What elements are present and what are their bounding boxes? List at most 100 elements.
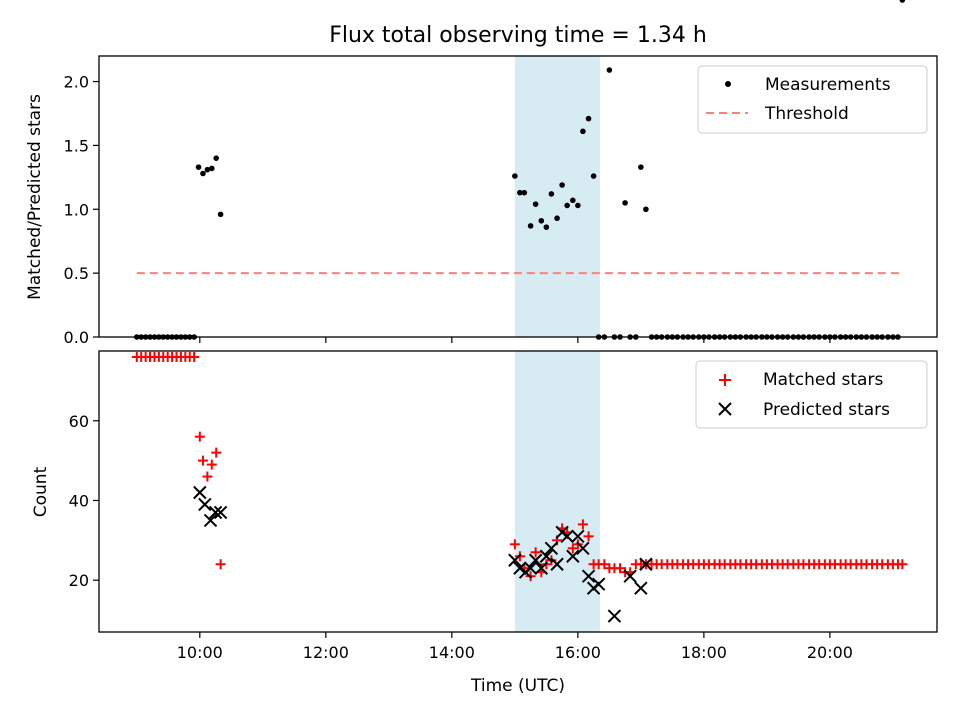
measurement-point: [543, 224, 550, 230]
predicted-star-point: [550, 557, 564, 571]
measurement-point: [559, 182, 565, 188]
legend-label-matched: Matched stars: [763, 370, 883, 390]
x-tick-label: 18:00: [681, 643, 727, 662]
x-tick-label: 12:00: [303, 643, 349, 662]
measurement-point: [590, 173, 597, 179]
top-plot-frame: [98, 55, 938, 338]
matched-star-point: [599, 559, 610, 570]
measurement-point: [585, 115, 592, 122]
predicted-star-point: [528, 553, 543, 567]
predicted-star-stroke: [193, 485, 207, 500]
top-legend-box: [697, 65, 928, 134]
measurement-point: [622, 200, 628, 206]
predicted-star-point: [591, 577, 606, 591]
predicted-star-point: [639, 557, 653, 571]
measurement-point: [204, 166, 211, 173]
bottom-x-ticks: 10:00 12:00 14:00 16:00 18:00 20:00: [177, 632, 853, 662]
predicted-star-point: [576, 541, 590, 556]
measurement-point: [517, 189, 523, 196]
matched-star-point: [202, 471, 213, 482]
predicted-star-stroke: [208, 505, 223, 520]
predicted-star-point: [623, 569, 637, 583]
x-tick-label: 20:00: [807, 643, 853, 662]
measurement-point: [200, 170, 206, 177]
predicted-star-stroke: [534, 561, 549, 575]
predicted-star-stroke: [607, 609, 622, 623]
predicted-star-point: [571, 529, 585, 544]
predicted-star-stroke: [550, 557, 564, 571]
predicted-star-point: [203, 513, 218, 528]
bottom-plot-marks: [131, 351, 908, 623]
measurement-point: [575, 202, 581, 209]
matched-star-point: [509, 539, 520, 550]
bottom-legend: Matched stars Predicted stars: [695, 360, 928, 429]
measurement-point: [580, 128, 586, 135]
matched-star-point: [194, 431, 205, 442]
measurement-point: [564, 202, 570, 209]
predicted-star-point: [193, 485, 207, 500]
chart-title: Flux total observing time = 1.34 h: [329, 23, 707, 48]
predicted-star-point: [560, 529, 574, 544]
legend-label-predicted: Predicted stars: [763, 400, 890, 420]
predicted-star-stroke: [198, 497, 212, 512]
matched-star-point: [530, 547, 541, 558]
measurement-point: [208, 165, 215, 172]
predicted-star-stroke: [623, 569, 637, 583]
predicted-star-point: [539, 549, 554, 563]
legend-dot-icon: [725, 81, 731, 87]
measurement-point: [521, 189, 528, 196]
measurement-point: [606, 67, 613, 73]
top-highlight-span: [514, 56, 600, 337]
legend-x-icon: [718, 402, 732, 416]
measurement-point: [527, 223, 534, 229]
predicted-star-point: [523, 561, 538, 575]
bottom-panel: 10:00 12:00 14:00 16:00 18:00 20:00 20 40 60 Co…: [31, 350, 938, 696]
top-legend: Measurements Threshold: [697, 65, 928, 134]
top-x-ticks: [199, 337, 831, 343]
measurement-point: [638, 164, 644, 170]
y-tick-label: 0.0: [64, 328, 89, 347]
predicted-star-point: [607, 609, 622, 623]
measurement-point: [554, 215, 560, 222]
measurement-point: [899, 0, 906, 3]
top-y-axis-label: Matched/Predicted stars: [25, 94, 45, 300]
predicted-star-stroke: [513, 561, 527, 575]
matched-star-point: [615, 563, 626, 574]
predicted-star-point: [634, 581, 648, 595]
x-axis-label: Time (UTC): [470, 676, 565, 696]
bottom-highlight-span: [514, 351, 600, 632]
predicted-star-stroke: [213, 505, 228, 520]
matched-star-point: [583, 531, 594, 542]
matched-star-point: [567, 543, 578, 554]
measurement-point: [643, 206, 649, 213]
matched-star-point: [206, 459, 217, 470]
measurement-point: [538, 217, 545, 224]
y-tick-label: 60: [69, 412, 89, 431]
predicted-star-stroke: [581, 569, 596, 583]
bottom-y-axis-label: Count: [31, 466, 51, 517]
top-y-ticks: 0.0 0.5 1.0 1.5 2.0: [64, 73, 99, 347]
predicted-star-point: [513, 561, 527, 575]
measurement-point: [195, 164, 202, 170]
measurement-point: [548, 191, 555, 197]
predicted-star-stroke: [544, 541, 559, 556]
predicted-star-stroke: [566, 549, 580, 563]
measurement-point: [512, 173, 518, 179]
predicted-star-stroke: [576, 541, 590, 556]
measurement-point: [570, 197, 576, 204]
predicted-star-stroke: [571, 529, 585, 544]
x-tick-label: 14:00: [429, 643, 475, 662]
y-tick-label: 1.0: [64, 200, 89, 219]
predicted-star-stroke: [528, 553, 543, 567]
legend-plus-icon: [719, 374, 731, 386]
y-tick-label: 1.5: [64, 136, 89, 155]
predicted-star-point: [208, 505, 223, 520]
matched-star-point: [577, 519, 588, 530]
bottom-y-ticks: 20 40 60: [69, 412, 99, 590]
predicted-star-point: [508, 553, 522, 567]
measurement-point: [217, 211, 224, 218]
predicted-star-stroke: [539, 549, 554, 563]
bottom-legend-box: [695, 360, 928, 429]
predicted-star-stroke: [591, 577, 606, 591]
